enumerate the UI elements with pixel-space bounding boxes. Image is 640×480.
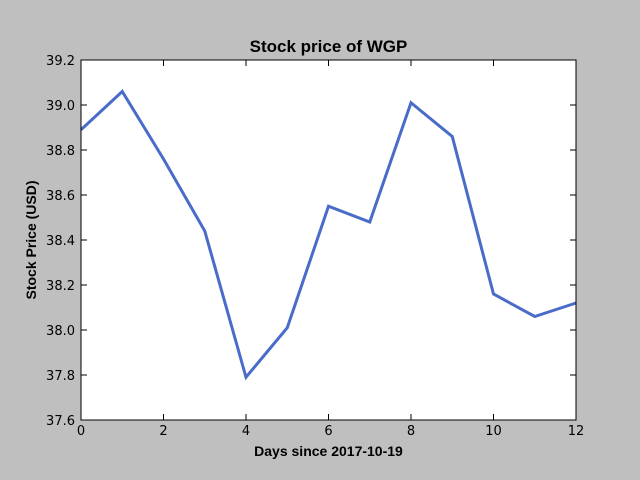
- y-tick-label: 39.0: [46, 99, 75, 114]
- x-axis-label: Days since 2017-10-19: [254, 443, 403, 459]
- x-tick-label: 12: [568, 424, 585, 439]
- y-tick-label: 38.2: [46, 279, 75, 294]
- x-tick-label: 10: [485, 424, 502, 439]
- x-tick-label: 2: [159, 424, 167, 439]
- y-tick-label: 39.2: [46, 54, 75, 69]
- x-tick-label: 0: [77, 424, 85, 439]
- x-tick-label: 4: [242, 424, 250, 439]
- chart-title: Stock price of WGP: [250, 37, 408, 56]
- y-tick-label: 38.8: [46, 144, 75, 159]
- series-line: [79, 89, 577, 381]
- x-tick-label: 6: [324, 424, 332, 439]
- y-tick-label: 38.4: [46, 234, 75, 249]
- y-tick-label: 37.6: [46, 414, 75, 429]
- y-tick-label: 37.8: [46, 369, 75, 384]
- plot-area: [81, 60, 576, 420]
- x-tick-label: 8: [407, 424, 415, 439]
- y-axis-label: Stock Price (USD): [23, 180, 39, 299]
- y-tick-label: 38.6: [46, 189, 75, 204]
- y-tick-label: 38.0: [46, 324, 75, 339]
